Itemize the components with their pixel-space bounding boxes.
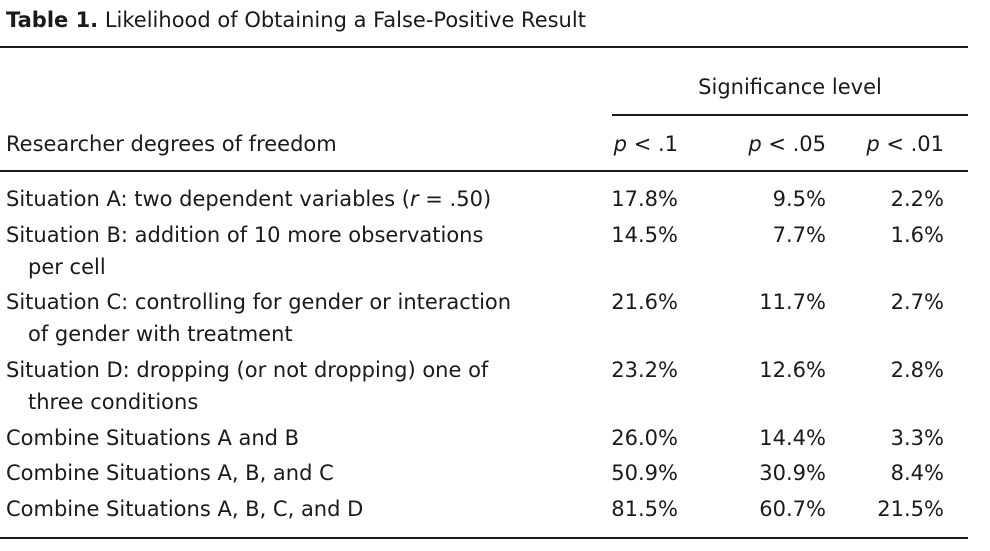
table-caption: Likelihood of Obtaining a False-Positive… xyxy=(104,8,586,32)
column-header-p-005: p < .05 xyxy=(748,132,826,156)
table-cell: 14.4% xyxy=(759,426,826,450)
table-row-label: Situation C: controlling for gender or i… xyxy=(6,290,512,314)
table-row-label-continuation: of gender with treatment xyxy=(28,322,293,346)
table-cell: 12.6% xyxy=(759,358,826,382)
table-cell: 50.9% xyxy=(611,461,678,485)
table-cell: 23.2% xyxy=(611,358,678,382)
table-cell: 8.4% xyxy=(890,461,944,485)
table-cell: 7.7% xyxy=(772,223,826,247)
table-cell: 9.5% xyxy=(772,187,826,211)
top-rule xyxy=(0,46,968,48)
table-cell: 14.5% xyxy=(611,223,678,247)
column-header-p-01: p < .1 xyxy=(613,132,678,156)
table-row-label: Combine Situations A, B, and C xyxy=(6,461,334,485)
table-cell: 60.7% xyxy=(759,497,826,521)
table-row-label: Situation B: addition of 10 more observa… xyxy=(6,223,484,247)
table-row-label: Situation D: dropping (or not dropping) … xyxy=(6,358,489,382)
table-cell: 3.3% xyxy=(890,426,944,450)
table-row-label: Combine Situations A, B, C, and D xyxy=(6,497,364,521)
table-cell: 17.8% xyxy=(611,187,678,211)
table-cell: 2.8% xyxy=(890,358,944,382)
table-row-label-continuation: three conditions xyxy=(28,390,199,414)
table-label: Table 1. xyxy=(6,8,99,32)
table-cell: 2.2% xyxy=(890,187,944,211)
table-cell: 2.7% xyxy=(890,290,944,314)
table-title: Table 1. Likelihood of Obtaining a False… xyxy=(6,4,586,36)
table-cell: 26.0% xyxy=(611,426,678,450)
header-rule xyxy=(0,170,968,172)
table-cell: 21.5% xyxy=(877,497,944,521)
table-cell: 21.6% xyxy=(611,290,678,314)
table-row-label-continuation: per cell xyxy=(28,255,106,279)
table-cell: 11.7% xyxy=(759,290,826,314)
table-row-label: Combine Situations A and B xyxy=(6,426,300,450)
row-label-header: Researcher degrees of freedom xyxy=(6,132,337,156)
column-header-p-001: p < .01 xyxy=(866,132,944,156)
table-cell: 81.5% xyxy=(611,497,678,521)
group-header-rule xyxy=(612,114,968,116)
table-cell: 30.9% xyxy=(759,461,826,485)
table-cell: 1.6% xyxy=(890,223,944,247)
bottom-rule xyxy=(0,537,968,539)
significance-level-header: Significance level xyxy=(698,75,882,99)
table-row-label: Situation A: two dependent variables (r … xyxy=(6,187,492,211)
